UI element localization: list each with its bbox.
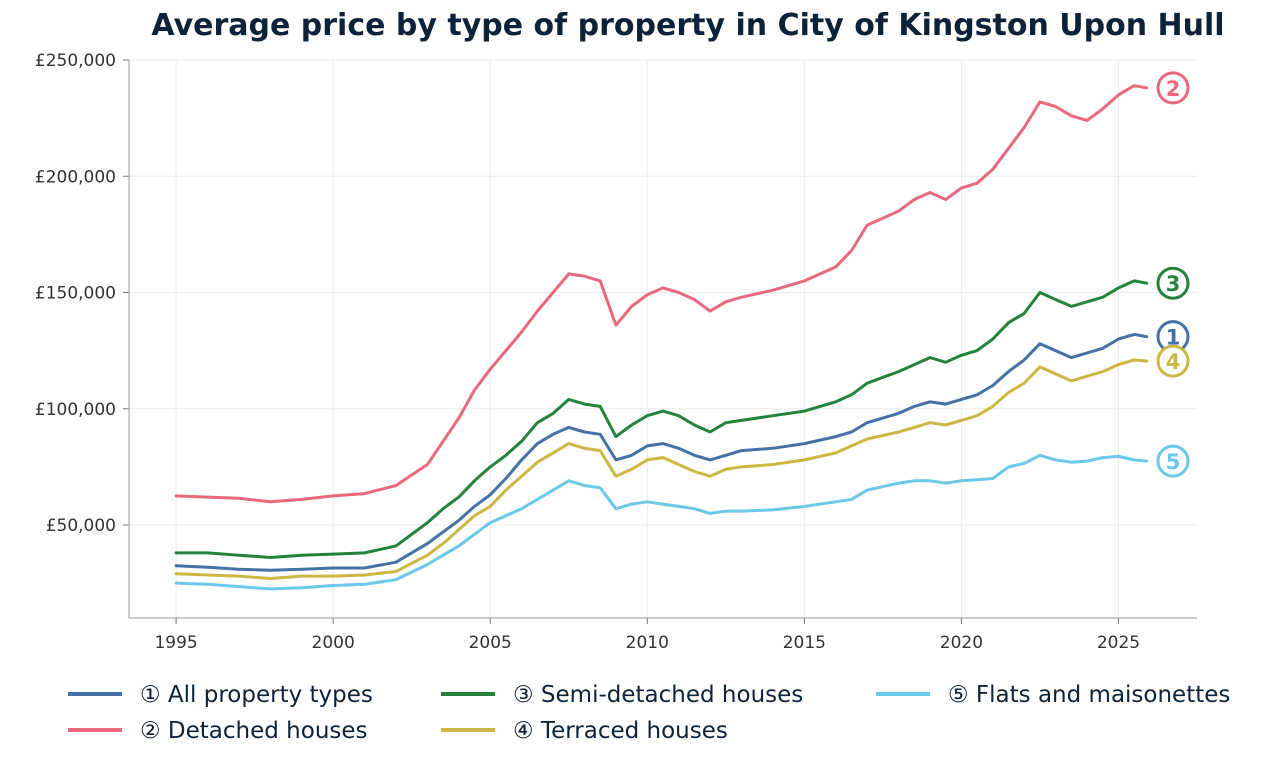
y-tick-label: £50,000 [46,516,116,536]
legend-label-2: ② Detached houses [140,718,368,744]
y-tick-label: £100,000 [35,400,116,420]
end-label-5: 5 [1166,450,1181,474]
end-label-4: 4 [1166,350,1181,374]
x-tick-label: 2015 [783,633,826,653]
y-tick-label: £250,000 [35,51,116,71]
end-label-circle-3 [1156,266,1190,300]
x-tick-label: 2025 [1097,633,1140,653]
legend-label-1: ① All property types [140,682,373,708]
y-tick-label: £150,000 [35,284,116,304]
axes: 1995 2000 2005 2010 2015 2020 2025 £50,000 £100,… [35,51,1197,653]
grid-lines [129,59,1197,618]
series-lines [174,84,1149,591]
series-line-2 [174,84,1149,504]
x-tick-label: 2005 [469,633,512,653]
x-tick-label: 2010 [626,633,669,653]
series-line-1 [174,332,1149,572]
series-line-5 [174,453,1149,591]
legend-label-3: ③ Semi-detached houses [513,682,803,708]
x-tick-label: 2020 [940,633,983,653]
end-label-2: 2 [1166,77,1181,101]
end-label-1: 1 [1166,326,1181,350]
y-tick-label: £200,000 [35,167,116,187]
chart-title: Average price by type of property in Cit… [151,8,1225,43]
end-labels: 1 2 3 4 5 [1156,71,1190,478]
end-label-3: 3 [1166,272,1181,296]
series-line-3 [174,279,1149,559]
end-label-circle-4 [1156,344,1190,378]
end-label-circle-2 [1156,71,1190,105]
legend-label-5: ⑤ Flats and maisonettes [948,682,1230,708]
end-label-circle-5 [1156,444,1190,478]
x-tick-label: 1995 [154,633,197,653]
legend-label-4: ④ Terraced houses [513,718,728,744]
legend: ① All property types ② Detached houses ③ S… [68,682,1230,744]
x-tick-label: 2000 [312,633,355,653]
series-line-4 [174,358,1149,580]
